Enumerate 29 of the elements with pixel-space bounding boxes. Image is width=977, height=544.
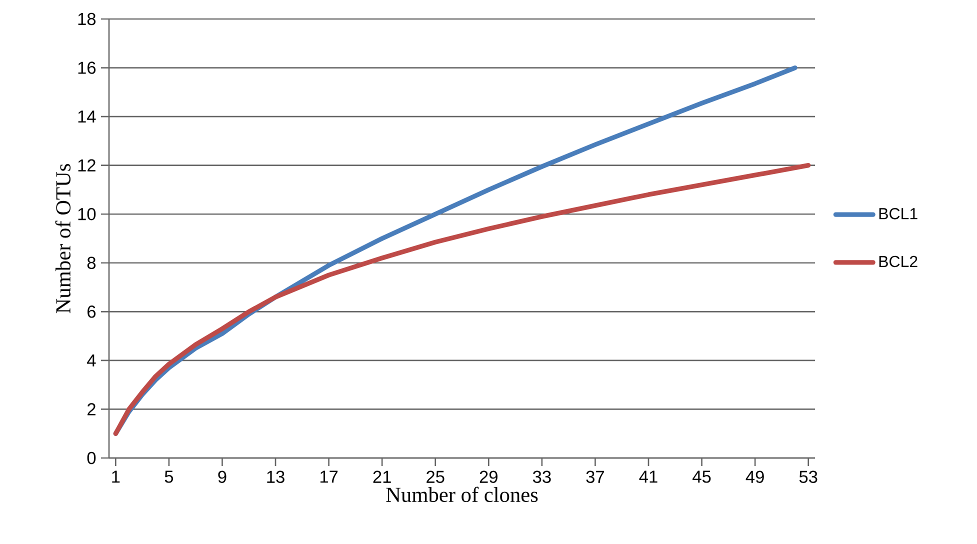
x-tick-label: 5 — [164, 470, 174, 483]
legend-label: BCL1 — [879, 208, 918, 220]
y-tick-label: 10 — [78, 208, 96, 220]
y-tick-label: 4 — [87, 354, 96, 366]
y-tick-label: 2 — [88, 403, 96, 416]
x-tick-label: 41 — [639, 470, 658, 483]
y-tick-label: 18 — [78, 12, 96, 26]
x-tick-label: 29 — [480, 470, 498, 483]
x-tick-label: 25 — [426, 470, 444, 483]
x-tick-label: 33 — [532, 470, 551, 483]
y-tick-label: 0 — [87, 452, 96, 464]
x-tick-label: 9 — [218, 470, 226, 483]
legend-label: BCL2 — [879, 256, 918, 268]
y-axis-title: Number of OTUs — [55, 164, 71, 314]
x-tick-label: 49 — [746, 470, 764, 483]
y-tick-label: 16 — [78, 62, 96, 74]
x-tick-label: 53 — [799, 470, 818, 483]
line-series — [113, 163, 811, 436]
y-tick-label: 8 — [87, 256, 96, 270]
y-tick-label: 14 — [78, 110, 96, 123]
x-tick-label: 1 — [112, 470, 120, 483]
y-tick-label: 12 — [78, 159, 96, 172]
y-tick-label: 6 — [88, 306, 96, 318]
x-axis-title: Number of clones — [386, 486, 538, 502]
x-tick-label: 37 — [586, 470, 604, 483]
x-tick-label: 45 — [692, 470, 711, 483]
x-tick-label: 21 — [373, 470, 391, 483]
x-tick-label: 17 — [320, 470, 338, 483]
x-tick-label: 13 — [267, 470, 284, 483]
